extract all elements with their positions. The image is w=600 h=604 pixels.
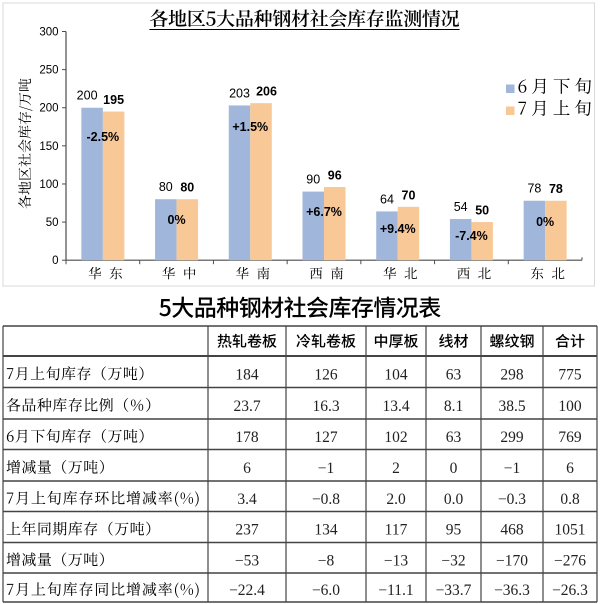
svg-text:-2.5%: -2.5% [87,130,120,144]
svg-text:117: 117 [385,522,408,539]
svg-text:126: 126 [314,366,338,383]
svg-text:95: 95 [446,522,462,539]
svg-text:0.0: 0.0 [444,491,464,508]
svg-text:54: 54 [454,200,468,214]
svg-text:127: 127 [314,429,338,446]
svg-text:−276: −276 [554,552,586,569]
svg-text:0: 0 [52,255,58,267]
svg-text:+6.7%: +6.7% [306,205,342,219]
svg-text:0%: 0% [168,213,186,227]
svg-text:−8: −8 [318,552,335,569]
svg-text:+9.4%: +9.4% [380,222,416,236]
svg-text:200: 200 [77,89,98,103]
svg-text:70: 70 [402,188,416,202]
svg-text:80: 80 [159,180,173,194]
svg-text:184: 184 [235,366,259,383]
svg-text:2: 2 [392,460,400,477]
svg-text:298: 298 [500,366,524,383]
svg-text:50: 50 [46,217,59,229]
svg-text:−0.3: −0.3 [498,491,526,508]
svg-text:237: 237 [235,522,259,539]
svg-text:299: 299 [500,429,524,446]
svg-text:0.8: 0.8 [560,491,580,508]
svg-text:50: 50 [475,204,489,218]
svg-text:104: 104 [384,366,408,383]
svg-text:2.0: 2.0 [386,491,406,508]
svg-text:769: 769 [558,429,582,446]
svg-text:−170: −170 [496,552,528,569]
svg-text:−13: −13 [384,552,408,569]
svg-text:200: 200 [39,103,58,115]
svg-text:100: 100 [39,179,58,191]
svg-text:−33.7: −33.7 [436,582,472,599]
svg-text:−0.8: −0.8 [312,491,340,508]
svg-text:78: 78 [549,182,563,196]
svg-text:6: 6 [566,460,574,477]
svg-text:134: 134 [314,522,338,539]
svg-text:23.7: 23.7 [233,398,260,415]
svg-text:−6.0: −6.0 [312,582,340,599]
svg-text:−1: −1 [504,460,521,477]
svg-text:206: 206 [256,85,277,99]
svg-text:78: 78 [527,182,541,196]
svg-text:3.4: 3.4 [237,491,257,508]
svg-text:80: 80 [180,181,194,195]
svg-text:38.5: 38.5 [498,398,525,415]
svg-text:468: 468 [500,522,524,539]
svg-text:150: 150 [39,141,58,153]
svg-text:1051: 1051 [555,522,586,539]
svg-text:13.4: 13.4 [382,398,409,415]
svg-text:-7.4%: -7.4% [455,229,488,243]
svg-text:250: 250 [39,65,58,77]
svg-text:8.1: 8.1 [444,398,463,415]
svg-text:6: 6 [243,460,251,477]
svg-text:−11.1: −11.1 [378,582,413,599]
svg-text:−36.3: −36.3 [494,582,530,599]
svg-text:−26.3: −26.3 [552,582,588,599]
svg-text:300: 300 [39,27,58,39]
svg-text:0: 0 [450,460,458,477]
svg-text:−22.4: −22.4 [229,582,265,599]
svg-text:16.3: 16.3 [312,398,339,415]
svg-text:102: 102 [384,429,407,446]
svg-text:+1.5%: +1.5% [232,120,268,134]
svg-text:100: 100 [558,398,582,415]
svg-text:203: 203 [229,86,250,100]
svg-text:195: 195 [103,93,124,107]
svg-text:90: 90 [306,173,320,187]
svg-text:63: 63 [446,429,462,446]
svg-text:178: 178 [235,429,259,446]
svg-text:−53: −53 [235,552,259,569]
svg-text:775: 775 [558,366,582,383]
svg-text:−32: −32 [441,552,465,569]
svg-text:96: 96 [328,169,342,183]
svg-text:63: 63 [446,366,462,383]
svg-text:64: 64 [380,192,394,206]
svg-text:0%: 0% [536,215,554,229]
svg-text:−1: −1 [318,460,335,477]
